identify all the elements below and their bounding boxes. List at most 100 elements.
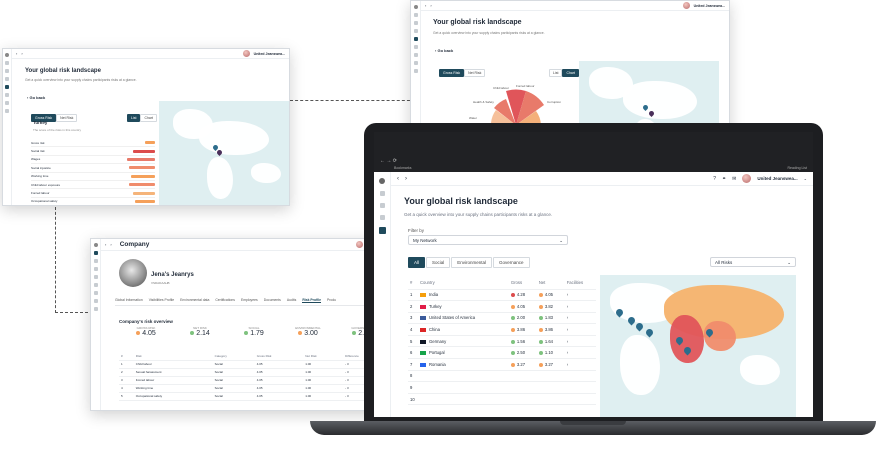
col-header[interactable]: Category <box>212 352 255 361</box>
col-header[interactable]: Gross <box>508 277 537 290</box>
filter-icon[interactable] <box>93 275 98 279</box>
col-header[interactable]: Net Risk <box>303 352 344 361</box>
user-name[interactable]: United Jeanswea... <box>693 3 725 8</box>
back-link[interactable]: ‹ Go back <box>435 48 454 53</box>
tab-gross-risk[interactable]: Gross Risk <box>439 69 465 77</box>
forward-arrow-icon[interactable]: › <box>405 175 407 182</box>
world-map[interactable] <box>159 101 289 205</box>
tab-governance[interactable]: Governance <box>493 257 530 268</box>
facility-chevron[interactable]: › <box>564 335 596 348</box>
back-arrow-icon[interactable]: ‹ <box>397 175 399 182</box>
table-row[interactable]: 5 Germany 1.56 1.64 › <box>408 335 596 348</box>
toggle-list[interactable]: List <box>549 69 563 77</box>
facility-chevron[interactable]: › <box>564 300 596 313</box>
doc-icon[interactable] <box>93 291 98 295</box>
help-icon[interactable] <box>413 61 418 65</box>
user-name[interactable]: United Jeanswea... <box>757 176 798 181</box>
company-icon[interactable] <box>93 251 98 255</box>
tab-social[interactable]: Social <box>426 257 451 268</box>
network-icon[interactable] <box>5 69 9 73</box>
back-arrow-icon[interactable]: ← <box>380 158 385 164</box>
back-arrow-icon[interactable]: ‹ <box>425 3 427 8</box>
tab-environmental[interactable]: Environmental <box>451 257 493 268</box>
home-icon[interactable] <box>5 61 9 65</box>
tab-net-risk[interactable]: Net Risk <box>464 69 486 77</box>
risk-icon[interactable] <box>93 283 98 287</box>
network-icon[interactable] <box>93 267 98 271</box>
back-arrow-icon[interactable]: ‹ <box>16 51 18 56</box>
col-header[interactable]: Country <box>418 277 509 290</box>
network-icon[interactable] <box>379 203 385 208</box>
table-row[interactable]: 2 Sexual harassment Social 4.05 1.00- 3 <box>119 368 389 377</box>
link-icon[interactable]: ⚭ <box>721 175 727 182</box>
tab-net-risk[interactable]: Net Risk <box>56 114 78 122</box>
risk-icon[interactable] <box>378 227 386 234</box>
col-header[interactable]: Net <box>536 277 565 290</box>
table-row[interactable]: 3 United States of America 2.00 1.83 › <box>408 312 596 325</box>
col-header[interactable]: Risk <box>133 352 213 361</box>
avatar[interactable] <box>682 2 690 9</box>
col-header[interactable]: Gross Risk <box>254 352 304 361</box>
back-link[interactable]: ‹ Go back <box>27 95 46 100</box>
table-row[interactable]: 4 Working time Social 4.05 1.00- 3 <box>119 384 389 393</box>
settings-icon[interactable] <box>413 53 418 57</box>
table-row[interactable]: 5 Occupational safety Social 4.05 1.00- 3 <box>119 392 389 401</box>
map-pin-icon[interactable] <box>644 327 655 338</box>
avatar[interactable] <box>242 50 250 57</box>
tab-certifications[interactable]: Certifications <box>215 298 235 302</box>
reload-icon[interactable]: ⟳ <box>392 158 397 164</box>
filter-icon[interactable] <box>5 77 9 81</box>
filter-icon[interactable] <box>379 215 385 220</box>
help-icon[interactable]: ? <box>713 175 716 182</box>
risk-type-select[interactable]: All Risks ⌄ <box>710 257 796 267</box>
help-icon[interactable] <box>5 109 9 113</box>
doc-icon[interactable] <box>5 93 9 97</box>
tab-environmental-data[interactable]: Environmental data <box>180 298 210 302</box>
network-filter-select[interactable]: My Network ⌄ <box>408 235 568 245</box>
reading-list[interactable]: Reading List <box>787 166 807 170</box>
world-map[interactable] <box>600 275 796 417</box>
table-row[interactable]: 3 Forced labour Social 4.05 1.00- 3 <box>119 376 389 385</box>
table-row[interactable]: 1 Child labour Social 4.05 1.00- 3 <box>119 360 389 369</box>
facility-chevron[interactable]: › <box>564 346 596 360</box>
user-name[interactable]: United Jeanswea... <box>253 51 285 56</box>
tab-audits[interactable]: Audits <box>286 298 297 302</box>
toggle-list[interactable]: List <box>127 114 141 122</box>
tab-employees[interactable]: Employees <box>240 298 258 302</box>
tab-all[interactable]: All <box>408 257 426 268</box>
facility-chevron[interactable]: › <box>564 358 596 371</box>
back-arrow-icon[interactable]: ‹ <box>105 242 107 247</box>
settings-icon[interactable] <box>93 299 98 303</box>
risk-icon[interactable] <box>413 37 418 41</box>
col-header[interactable]: Facilities <box>564 277 596 290</box>
toggle-chart[interactable]: Chart <box>562 69 580 77</box>
tab-documents[interactable]: Documents <box>263 298 281 302</box>
bookmarks-bar[interactable]: Bookmarks <box>394 166 412 170</box>
facility-chevron[interactable]: › <box>564 312 596 325</box>
tab-gross-risk[interactable]: Gross Risk <box>31 114 57 122</box>
mail-icon[interactable]: ✉ <box>732 175 737 182</box>
settings-icon[interactable] <box>5 101 9 105</box>
forward-arrow-icon[interactable]: › <box>430 3 432 8</box>
toggle-chart[interactable]: Chart <box>140 114 158 122</box>
risk-icon[interactable] <box>5 85 9 89</box>
forward-arrow-icon[interactable]: › <box>110 242 112 247</box>
logout-icon[interactable] <box>413 69 418 73</box>
table-row[interactable]: 4 China 3.86 3.86 › <box>408 323 596 336</box>
home-icon[interactable] <box>413 13 418 17</box>
chevron-down-icon[interactable]: ⌄ <box>803 176 807 181</box>
tab-global-information[interactable]: Global Information <box>115 298 143 302</box>
tab-products[interactable]: Produ <box>326 298 337 302</box>
help-icon[interactable] <box>93 307 98 311</box>
table-row[interactable]: 7 Romania 3.27 3.27 › <box>408 358 596 371</box>
map-pin-icon[interactable] <box>634 321 645 332</box>
avatar[interactable] <box>742 174 752 183</box>
table-row[interactable]: 6 Portugal 2.50 1.10 › <box>408 346 596 360</box>
filter-icon[interactable] <box>413 29 418 33</box>
facility-chevron[interactable]: › <box>564 289 596 302</box>
forward-arrow-icon[interactable]: → <box>386 158 392 164</box>
home-icon[interactable] <box>93 259 98 263</box>
home-icon[interactable] <box>379 191 385 196</box>
avatar[interactable] <box>355 241 363 248</box>
forward-arrow-icon[interactable]: › <box>21 51 23 56</box>
